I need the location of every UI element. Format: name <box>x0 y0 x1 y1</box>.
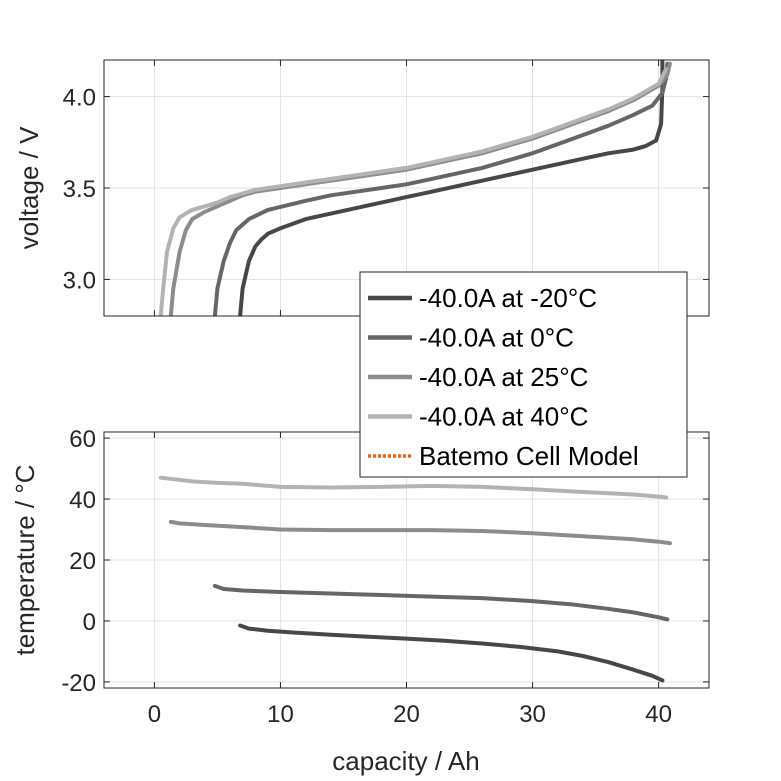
legend-label: -40.0A at 0°C <box>419 323 574 353</box>
voltage-y-axis-label: voltage / V <box>14 126 44 250</box>
temperature-series-40-0a-at-0-c <box>212 583 670 622</box>
temperature-y-axis-label: temperature / °C <box>10 464 40 655</box>
temperature-axes: 0 10 20 30 40 -20 0 20 40 60 temperature / °C cap… <box>10 426 710 776</box>
temperature-y-tick-label: 60 <box>69 426 96 453</box>
legend-label: -40.0A at -20°C <box>419 283 597 313</box>
voltage-y-tick-label: 3.0 <box>63 267 96 294</box>
temperature-x-tick-label: 20 <box>393 701 420 728</box>
legend-label: Batemo Cell Model <box>419 441 639 471</box>
voltage-y-tick-label: 4.0 <box>63 85 96 112</box>
voltage-y-tick-label: 3.5 <box>63 176 96 203</box>
legend-entry: -40.0A at 40°C <box>368 402 588 432</box>
temperature-y-tick-label: -20 <box>61 670 96 697</box>
temperature-x-tick-label: 40 <box>645 701 672 728</box>
temperature-x-tick-label: 0 <box>148 701 161 728</box>
voltage-series-40-0a-at-40-c <box>158 67 669 316</box>
voltage-series-40-0a-at-20-c <box>238 60 665 316</box>
legend-label: -40.0A at 40°C <box>419 402 588 432</box>
temperature-x-tick-label: 30 <box>519 701 546 728</box>
legend-entry: -40.0A at 25°C <box>368 362 588 392</box>
legend-box <box>359 271 688 478</box>
voltage-series-40-0a-at-0-c <box>212 61 670 316</box>
temperature-x-tick-label: 10 <box>267 701 294 728</box>
x-axis-label: capacity / Ah <box>332 746 479 776</box>
legend-entry: -40.0A at 0°C <box>368 323 574 353</box>
temperature-series-40-0a-at-20-c <box>238 623 665 683</box>
voltage-axes: 3.0 3.5 4.0 voltage / V <box>14 59 710 317</box>
legend-entry: Batemo Cell Model <box>368 441 639 471</box>
legend-label: -40.0A at 25°C <box>419 362 588 392</box>
temperature-series-40-0a-at-40-c <box>158 475 669 500</box>
temperature-series-40-0a-at-25-c <box>168 519 672 546</box>
legend: -40.0A at -20°C -40.0A at 0°C -40.0A at 25… <box>359 271 688 478</box>
temperature-y-tick-label: 20 <box>69 548 96 575</box>
temperature-y-tick-label: 40 <box>69 487 96 514</box>
temperature-y-tick-label: 0 <box>83 609 96 636</box>
legend-entry: -40.0A at -20°C <box>368 283 597 313</box>
